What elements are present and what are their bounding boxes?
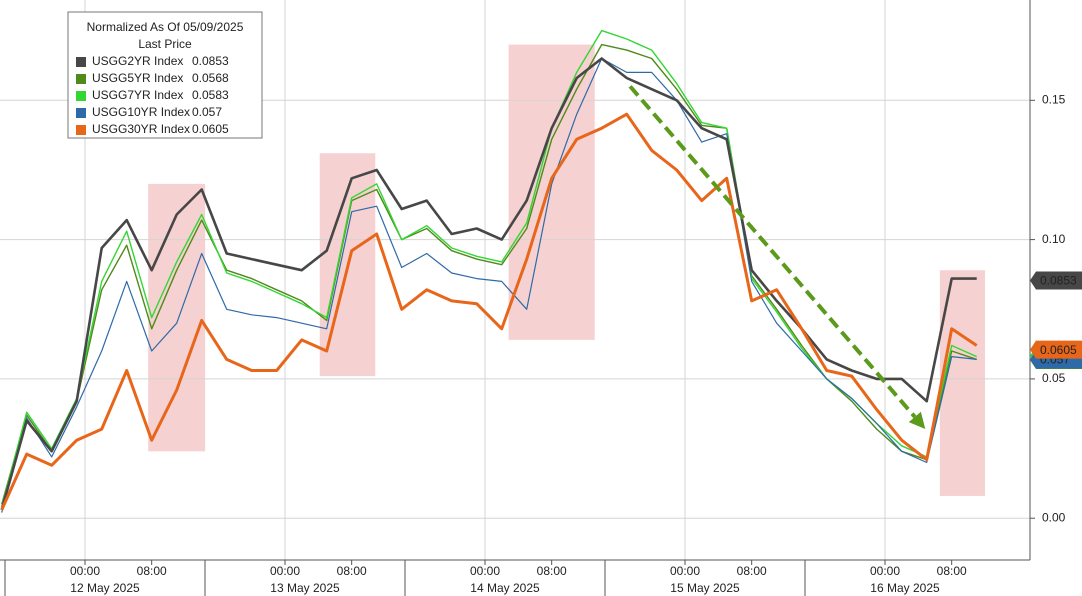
highlight-region xyxy=(508,44,595,340)
last-price-tag: 0.0605 xyxy=(1030,340,1082,359)
y-tick-label: 0.00 xyxy=(1042,510,1066,524)
x-tick-label: 08:00 xyxy=(337,564,367,578)
date-label: 13 May 2025 xyxy=(270,581,340,595)
date-label: 15 May 2025 xyxy=(670,581,740,595)
legend-swatch xyxy=(76,91,86,101)
x-tick-label: 00:00 xyxy=(870,564,900,578)
x-tick-label: 00:00 xyxy=(270,564,300,578)
arrow-head xyxy=(908,411,926,430)
x-tick-label: 08:00 xyxy=(137,564,167,578)
legend-value: 0.0568 xyxy=(192,71,229,85)
x-tick-label: 08:00 xyxy=(737,564,767,578)
legend-value: 0.057 xyxy=(192,105,222,119)
y-tick-label: 0.15 xyxy=(1042,92,1066,106)
series-line xyxy=(1,29,977,508)
legend-value: 0.0583 xyxy=(192,88,229,102)
legend: Normalized As Of 05/09/2025 Last Price USG… xyxy=(67,11,263,139)
x-tick-label: 08:00 xyxy=(537,564,567,578)
legend-label: USGG10YR Index xyxy=(92,105,190,119)
legend-label: USGG5YR Index xyxy=(92,71,183,85)
legend-value: 0.0853 xyxy=(192,54,229,68)
legend-label: USGG30YR Index xyxy=(92,122,190,136)
legend-subtitle: Last Price xyxy=(138,37,192,51)
x-tick-label: 08:00 xyxy=(937,564,967,578)
date-label: 12 May 2025 xyxy=(70,581,140,595)
x-tick-label: 00:00 xyxy=(670,564,700,578)
last-price-tag: 0.0853 xyxy=(1030,271,1082,290)
x-tick-label: 00:00 xyxy=(470,564,500,578)
tag-box xyxy=(1030,271,1082,290)
legend-label: USGG7YR Index xyxy=(92,88,183,102)
highlight-region xyxy=(148,183,206,452)
date-label: 14 May 2025 xyxy=(470,581,540,595)
x-tick-label: 00:00 xyxy=(70,564,100,578)
highlight-region xyxy=(939,270,985,496)
legend-box xyxy=(67,11,263,139)
tag-label: 0.0605 xyxy=(1040,343,1077,357)
legend-label: USGG2YR Index xyxy=(92,54,183,68)
legend-swatch xyxy=(76,108,86,118)
series-line xyxy=(1,43,977,505)
legend-swatch xyxy=(76,125,86,135)
tag-box xyxy=(1030,340,1082,359)
tag-label: 0.0853 xyxy=(1040,274,1077,288)
y-tick-label: 0.10 xyxy=(1042,232,1066,246)
legend-swatch xyxy=(76,57,86,67)
legend-value: 0.0605 xyxy=(192,122,229,136)
legend-title: Normalized As Of 05/09/2025 xyxy=(87,20,244,34)
series-line xyxy=(1,57,977,513)
date-label: 16 May 2025 xyxy=(870,581,940,595)
series-line xyxy=(0,57,977,511)
trend-arrow xyxy=(628,85,917,419)
legend-swatch xyxy=(76,74,86,84)
series-line xyxy=(0,112,978,511)
y-tick-label: 0.05 xyxy=(1042,371,1066,385)
